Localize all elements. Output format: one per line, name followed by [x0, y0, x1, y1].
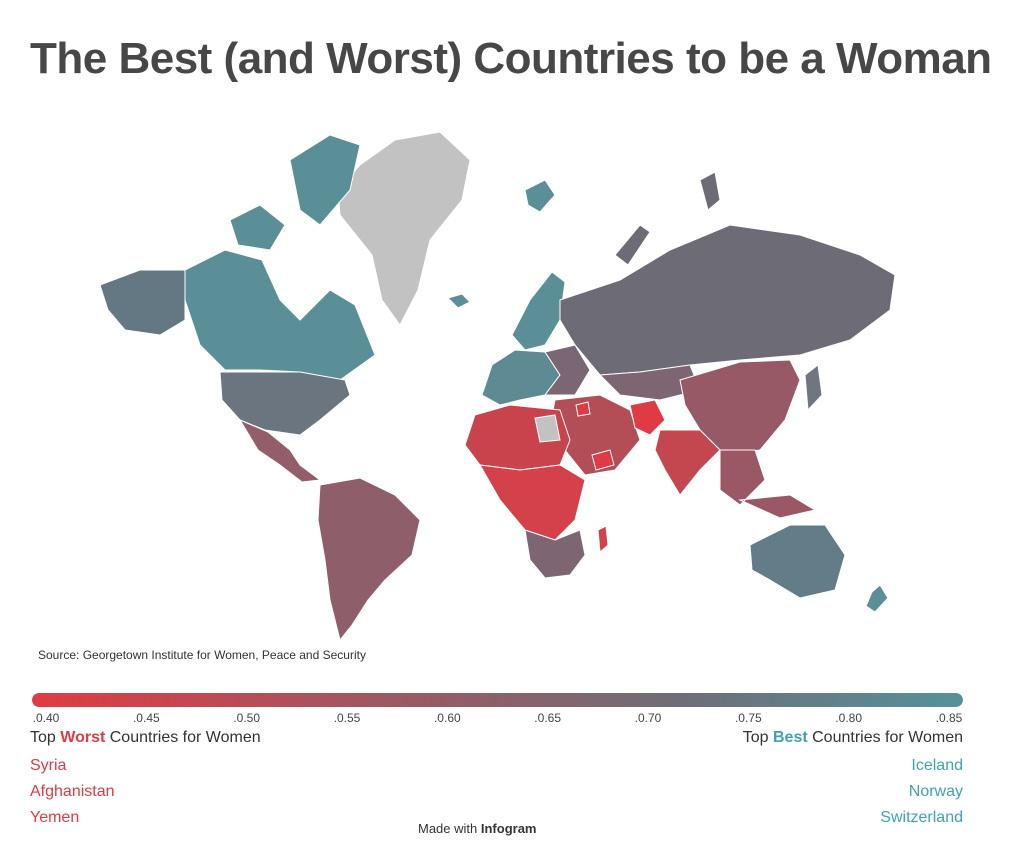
credit-brand: Infogram: [480, 821, 537, 836]
region-alaska[interactable]: [99, 269, 186, 336]
worst-country-item: Afghanistan: [30, 783, 115, 800]
region-central-africa[interactable]: [479, 464, 586, 541]
region-afghanistan[interactable]: [629, 399, 666, 436]
scale-tick-label: .0.45: [132, 711, 160, 725]
worst-country-list: Syria Afghanistan Yemen: [30, 756, 115, 834]
region-southern-africa[interactable]: [524, 529, 586, 579]
region-libya[interactable]: [534, 414, 561, 443]
region-south-asia[interactable]: [654, 429, 721, 496]
best-heading-highlight: Best: [772, 729, 808, 746]
best-country-item: Iceland: [911, 757, 963, 774]
region-usa[interactable]: [219, 371, 351, 436]
made-with-credit[interactable]: Made with Infogram: [418, 821, 537, 836]
scale-tick-label: .0.40: [32, 711, 60, 725]
scale-tick-label: .0.75: [734, 711, 762, 725]
worst-heading-suffix: Countries for Women: [105, 729, 261, 746]
scale-tick-label: .0.50: [233, 711, 261, 725]
best-country-item: Switzerland: [880, 809, 963, 826]
scale-tick-label: .0.80: [835, 711, 863, 725]
best-country-item: Norway: [908, 783, 963, 800]
region-japan[interactable]: [804, 364, 823, 412]
scale-tick-label: .0.60: [433, 711, 461, 725]
scale-tick-label: .0.55: [333, 711, 361, 725]
region-svalbard[interactable]: [524, 179, 556, 213]
worst-heading-highlight: Worst: [60, 729, 106, 746]
color-scale-bar: [32, 693, 963, 707]
source-note: Source: Georgetown Institute for Women, …: [38, 648, 366, 662]
worst-heading-prefix: Top: [30, 729, 61, 746]
region-russia[interactable]: [559, 224, 896, 376]
region-australia[interactable]: [749, 524, 846, 599]
region-china[interactable]: [679, 359, 801, 456]
best-country-list: Iceland Norway Switzerland: [880, 756, 963, 834]
region-western-europe[interactable]: [481, 349, 561, 406]
best-heading-suffix: Countries for Women: [807, 729, 963, 746]
best-heading-prefix: Top: [742, 729, 773, 746]
region-syria[interactable]: [575, 401, 591, 417]
worst-heading: Top Worst Countries for Women: [30, 729, 261, 747]
worst-country-item: Syria: [30, 757, 67, 774]
scale-tick-label: .0.70: [634, 711, 662, 725]
region-southeast-asia[interactable]: [719, 449, 817, 519]
world-choropleth-map: [99, 131, 896, 642]
worst-country-item: Yemen: [30, 809, 80, 826]
region-south-america[interactable]: [317, 477, 421, 642]
credit-prefix: Made with: [418, 821, 481, 836]
region-madagascar[interactable]: [597, 525, 609, 554]
region-canada[interactable]: [184, 249, 376, 381]
region-yemen[interactable]: [591, 449, 615, 471]
region-russian-islands[interactable]: [614, 171, 721, 266]
region-new-zealand[interactable]: [865, 584, 889, 613]
page-title: The Best (and Worst) Countries to be a W…: [30, 34, 992, 83]
region-iceland[interactable]: [447, 293, 471, 309]
region-arctic-islands[interactable]: [229, 134, 361, 251]
best-heading: Top Best Countries for Women: [743, 729, 963, 747]
region-greenland[interactable]: [337, 131, 471, 326]
scale-tick-label: .0.65: [534, 711, 562, 725]
region-scandinavia[interactable]: [511, 271, 566, 351]
scale-tick-label: .0.85: [935, 711, 963, 725]
region-mexico[interactable]: [238, 418, 322, 483]
